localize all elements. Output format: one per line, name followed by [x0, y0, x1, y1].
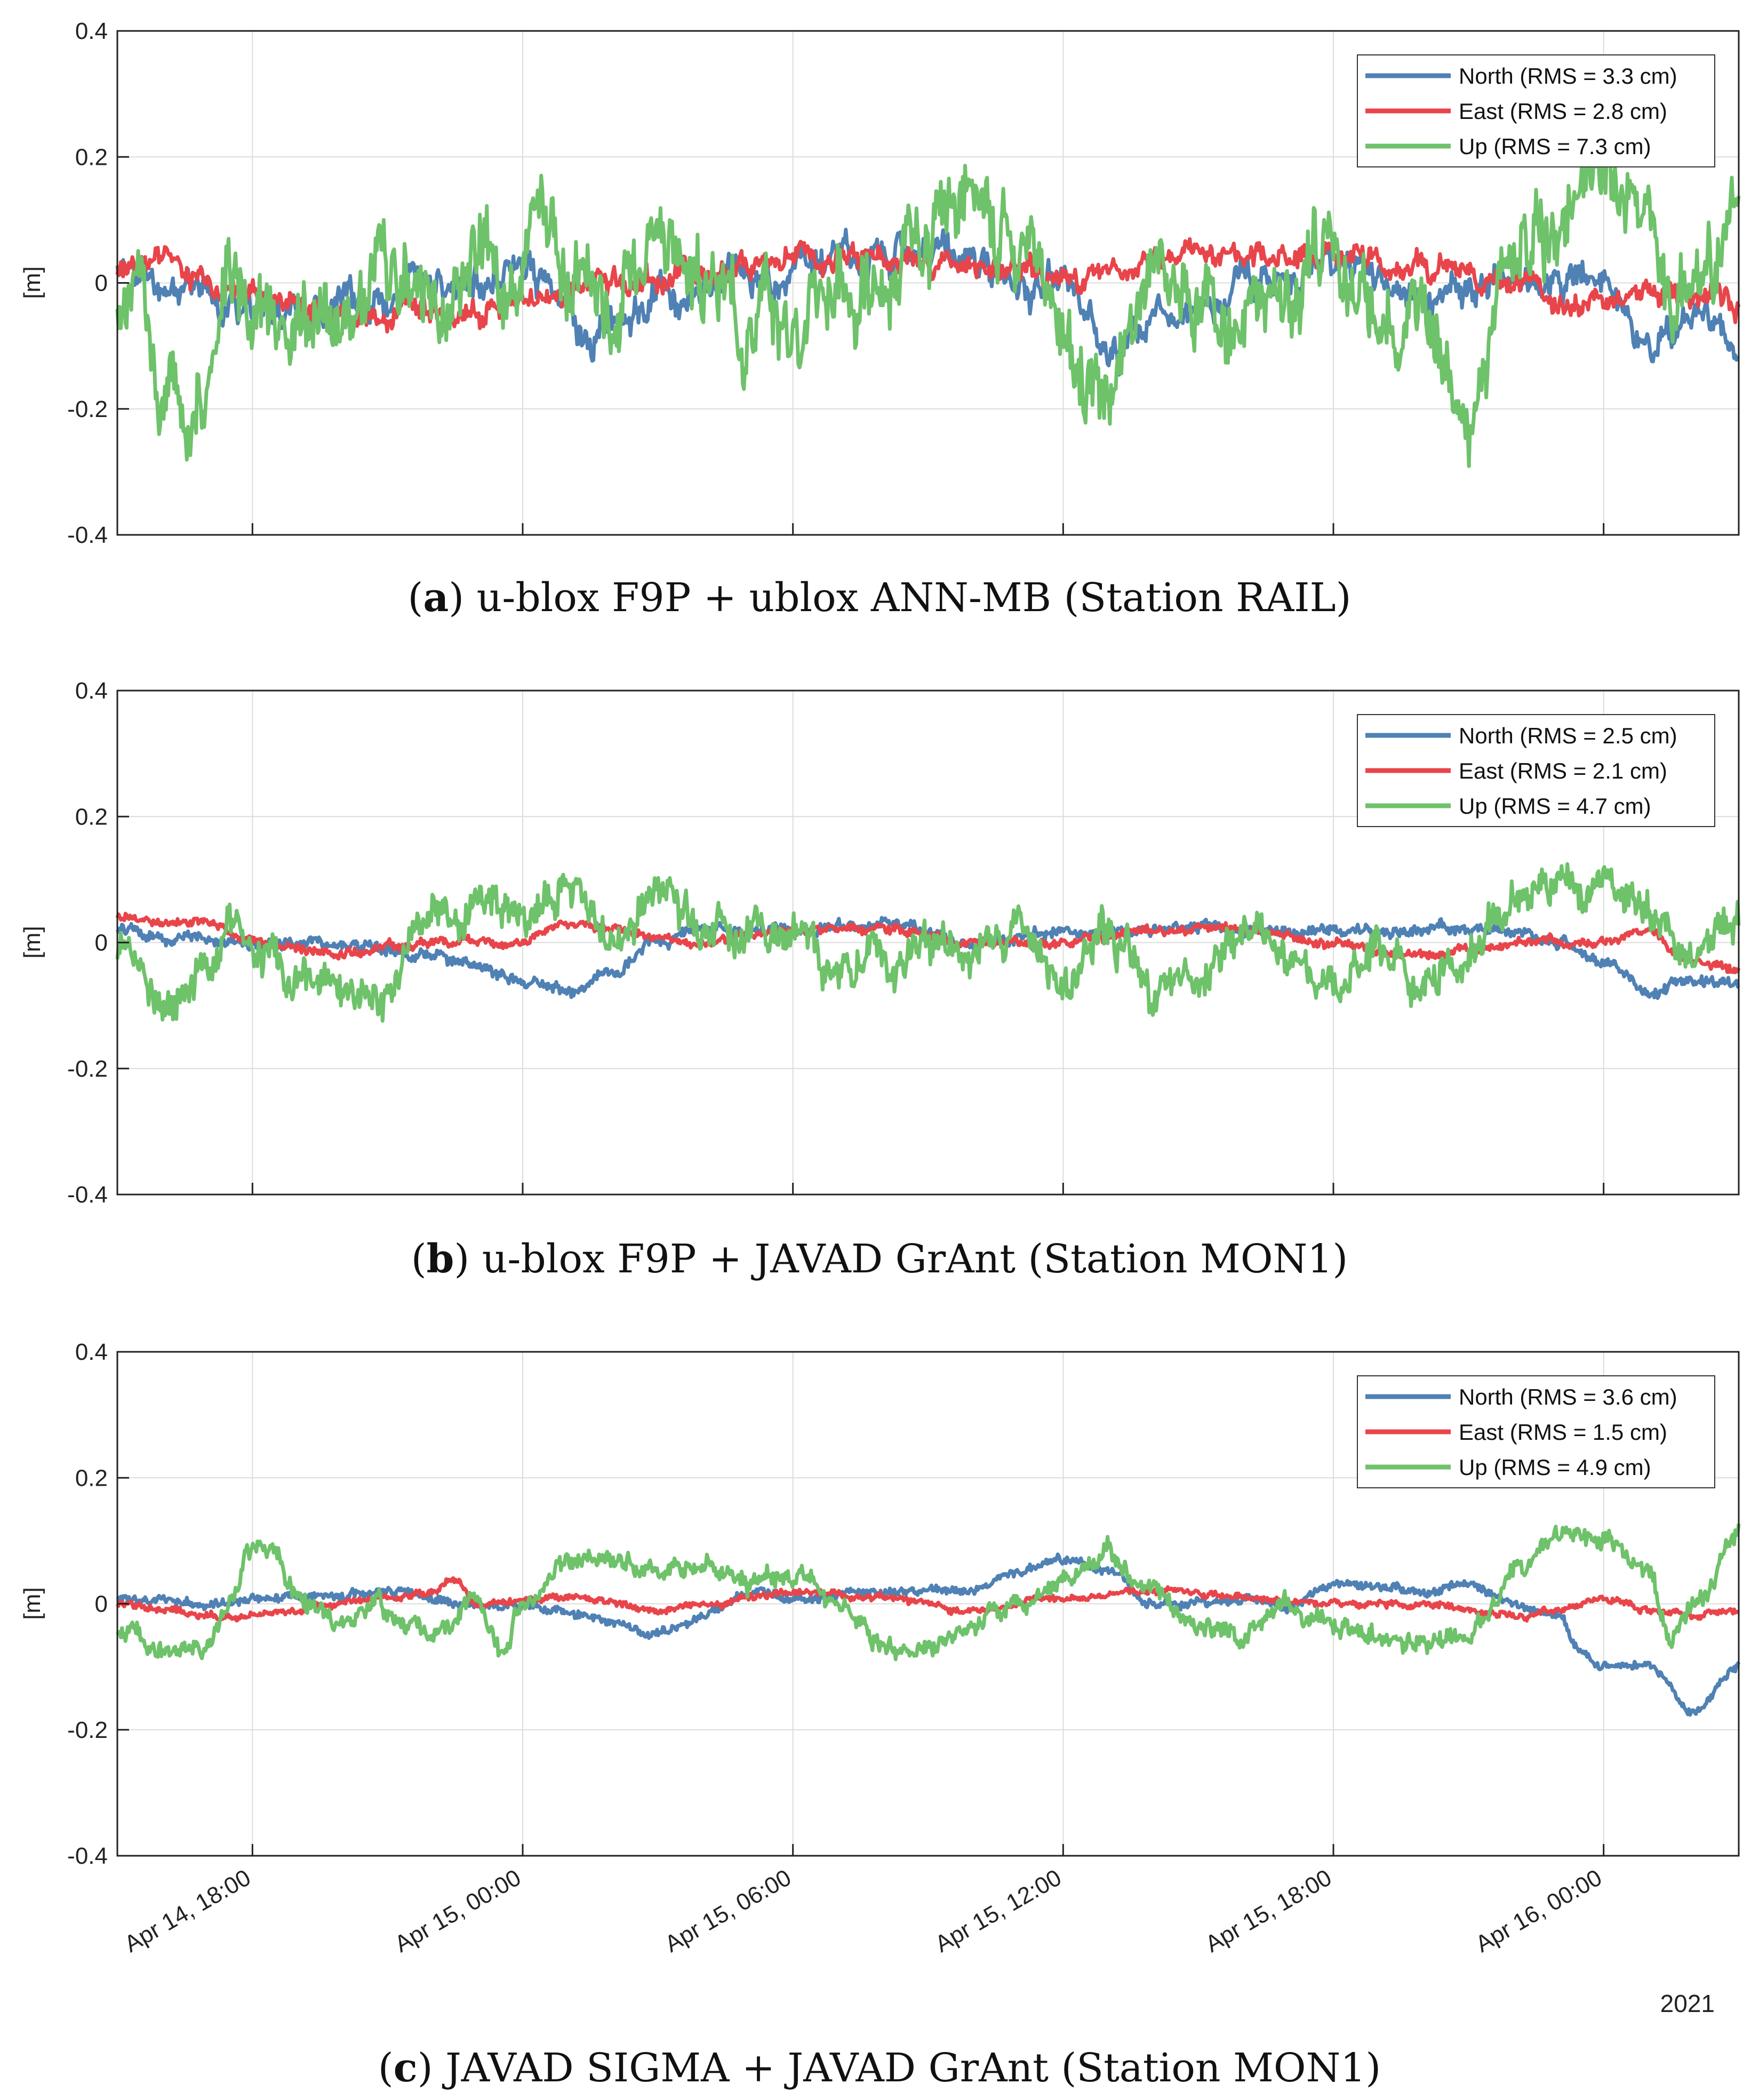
y-tick-label: 0: [95, 930, 108, 956]
x-tick-label: Apr 16, 00:00: [1471, 1864, 1606, 1958]
caption-text: JAVAD SIGMA + JAVAD GrAnt (Station MON1): [433, 2045, 1381, 2091]
x-tick-label: Apr 15, 00:00: [390, 1864, 525, 1958]
y-tick-label: 0: [95, 270, 108, 296]
legend-entry-up: Up (RMS = 4.9 cm): [1459, 1455, 1651, 1480]
panel-a: 0.4 0.2 0 -0.2 -0.4 [m] North (RMS = 3.3 cm)…: [19, 18, 1741, 548]
y-axis-label: [m]: [19, 1587, 45, 1620]
series-line-up: [115, 146, 1741, 468]
legend-entry-north: North (RMS = 3.6 cm): [1459, 1384, 1677, 1409]
caption-letter: c: [393, 2045, 418, 2091]
legend-entry-east: East (RMS = 2.8 cm): [1459, 99, 1667, 124]
legend: North (RMS = 3.6 cm) East (RMS = 1.5 cm)…: [1357, 1375, 1715, 1488]
y-tick-label: -0.4: [67, 522, 108, 548]
y-tick-label: 0: [95, 1591, 108, 1617]
series-line-north: [116, 1552, 1741, 1717]
legend-entry-east: East (RMS = 2.1 cm): [1459, 758, 1667, 783]
legend-entry-east: East (RMS = 1.5 cm): [1459, 1420, 1667, 1445]
series-group: [115, 862, 1741, 1023]
series-line-east: [116, 1576, 1740, 1623]
x-tick-label: Apr 14, 18:00: [120, 1864, 255, 1958]
ticks: 0.4 0.2 0 -0.2 -0.4: [67, 1339, 1605, 1869]
series-group: [115, 1523, 1741, 1717]
legend-entry-north: North (RMS = 3.3 cm): [1459, 63, 1677, 89]
series-line-up: [115, 862, 1741, 1023]
year-label: 2021: [1660, 1990, 1715, 2017]
legend: North (RMS = 3.3 cm) East (RMS = 2.8 cm)…: [1357, 54, 1715, 167]
legend-entry-up: Up (RMS = 7.3 cm): [1459, 134, 1651, 159]
x-tick-label: Apr 15, 18:00: [1201, 1864, 1336, 1958]
y-tick-label: -0.2: [67, 1717, 108, 1743]
caption-text: u-blox F9P + JAVAD GrAnt (Station MON1): [469, 1236, 1348, 1282]
ticks: 0.4 0.2 0 -0.2 -0.4: [67, 18, 1605, 548]
legend-entry-north: North (RMS = 2.5 cm): [1459, 723, 1677, 748]
y-tick-label: 0.2: [75, 804, 108, 830]
ticks: 0.4 0.2 0 -0.2 -0.4: [67, 678, 1605, 1208]
y-tick-label: 0.2: [75, 144, 108, 170]
y-tick-label: -0.2: [67, 396, 108, 422]
caption-c: (c) JAVAD SIGMA + JAVAD GrAnt (Station M…: [378, 2045, 1381, 2091]
series-group: [115, 146, 1741, 468]
panel-b: 0.4 0.2 0 -0.2 -0.4 [m] North (RMS = 2.5 cm)…: [19, 678, 1741, 1208]
caption-text: u-blox F9P + ublox ANN-MB (Station RAIL): [464, 575, 1352, 621]
y-tick-label: -0.2: [67, 1056, 108, 1082]
x-tick-labels: Apr 14, 18:00 Apr 15, 00:00 Apr 15, 06:00 A…: [120, 1864, 1606, 1958]
y-tick-label: -0.4: [67, 1843, 108, 1869]
caption-b: (b) u-blox F9P + JAVAD GrAnt (Station MO…: [411, 1236, 1348, 1282]
series-line-up: [115, 1523, 1741, 1662]
y-tick-label: 0.2: [75, 1465, 108, 1491]
x-tick-label: Apr 15, 12:00: [931, 1864, 1066, 1958]
y-axis-label: [m]: [19, 926, 45, 958]
y-tick-label: 0.4: [75, 1339, 108, 1365]
panel-c: 0.4 0.2 0 -0.2 -0.4 [m] North (RMS = 3.6 cm)…: [19, 1339, 1741, 2017]
legend-entry-up: Up (RMS = 4.7 cm): [1459, 793, 1651, 819]
y-tick-label: -0.4: [67, 1182, 108, 1208]
x-tick-label: Apr 15, 06:00: [660, 1864, 795, 1958]
y-tick-label: 0.4: [75, 18, 108, 44]
y-tick-label: 0.4: [75, 678, 108, 704]
caption-letter: b: [426, 1236, 454, 1282]
legend: North (RMS = 2.5 cm) East (RMS = 2.1 cm)…: [1357, 714, 1715, 827]
caption-letter: a: [423, 575, 449, 621]
y-axis-label: [m]: [19, 266, 45, 299]
caption-a: (a) u-blox F9P + ublox ANN-MB (Station R…: [407, 575, 1352, 621]
